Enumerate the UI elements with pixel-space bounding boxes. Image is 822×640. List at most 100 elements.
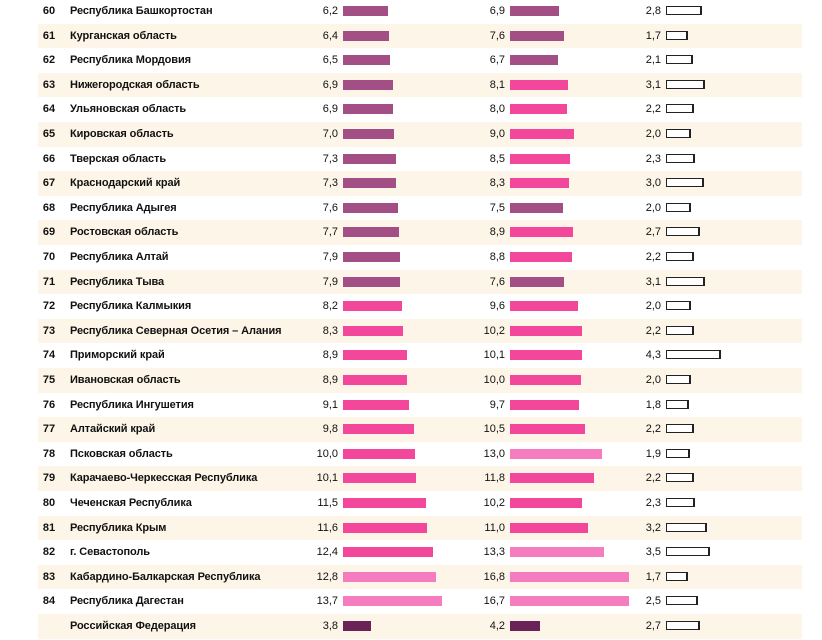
- value-3: 2,3: [645, 497, 661, 509]
- value-1: 12,4: [316, 546, 338, 559]
- table-row: 78 Псковская область 10,0 13,0 1,9: [38, 442, 802, 467]
- bar-2: [510, 30, 564, 41]
- bar-1: [343, 252, 401, 262]
- value-3: 3,1: [645, 78, 661, 91]
- bar-2: [510, 522, 589, 533]
- bar-2: [510, 227, 574, 238]
- bar-3: [666, 79, 706, 89]
- region-name: Кабардино-Балкарская Республика: [70, 570, 261, 583]
- value-2: 4,2: [489, 620, 505, 632]
- region-name: Республика Калмыкия: [70, 300, 192, 313]
- region-name: Республика Адыгея: [70, 201, 177, 214]
- value-3: 2,7: [645, 620, 661, 632]
- value-1: 6,4: [322, 29, 338, 42]
- table-row: 66 Тверская область 7,3 8,5 2,3: [38, 147, 802, 172]
- bar-3: [666, 522, 707, 532]
- value-3: 2,2: [645, 472, 661, 485]
- region-name: Курганская область: [70, 29, 177, 42]
- value-1: 7,9: [322, 251, 338, 263]
- value-3: 2,2: [645, 324, 661, 337]
- value-2: 7,5: [489, 201, 505, 214]
- bar-2: [510, 202, 564, 213]
- region-name: Краснодарский край: [70, 177, 181, 190]
- value-2: 6,9: [489, 5, 505, 17]
- bar-3: [666, 547, 711, 557]
- bar-1: [343, 571, 436, 582]
- region-name: Псковская область: [70, 447, 173, 460]
- bar-2: [510, 153, 571, 164]
- bar-2: [510, 301, 579, 312]
- value-3: 2,1: [645, 54, 661, 67]
- rank-cell: 74: [42, 349, 56, 362]
- value-3: 3,1: [645, 275, 661, 288]
- bar-1: [343, 350, 408, 361]
- value-3: 4,3: [645, 349, 661, 362]
- value-3: 2,3: [645, 152, 661, 165]
- bar-3: [666, 55, 693, 65]
- rank-cell: 60: [42, 5, 56, 17]
- bar-1: [343, 424, 414, 435]
- bar-1: [343, 375, 408, 385]
- region-name: Кировская область: [70, 128, 174, 140]
- value-3: 2,2: [645, 103, 661, 116]
- value-1: 10,1: [316, 472, 338, 485]
- bar-2: [510, 399, 579, 410]
- value-2: 11,8: [484, 472, 505, 485]
- region-name: Ульяновская область: [70, 103, 187, 116]
- value-1: 6,9: [322, 78, 338, 91]
- bar-3: [666, 301, 692, 311]
- bar-1: [343, 178, 396, 189]
- bar-1: [343, 55, 391, 66]
- rank-cell: 75: [42, 374, 56, 386]
- value-1: 7,6: [322, 201, 338, 214]
- table-row: 64 Ульяновская область 6,9 8,0 2,2: [38, 97, 802, 122]
- bar-1: [343, 153, 396, 164]
- region-name: Тверская область: [70, 152, 166, 165]
- bar-3: [666, 498, 696, 507]
- value-3: 1,8: [645, 398, 661, 411]
- bar-3: [666, 178, 705, 188]
- bar-2: [510, 473, 594, 484]
- bar-2: [510, 350, 582, 361]
- bar-1: [343, 473, 417, 484]
- rank-cell: 83: [42, 570, 56, 583]
- value-2: 16,8: [483, 570, 505, 583]
- rank-cell: 77: [42, 423, 56, 436]
- bar-1: [343, 448, 416, 459]
- region-name: Республика Мордовия: [70, 54, 191, 67]
- value-1: 8,2: [322, 300, 338, 313]
- table-row: 77 Алтайский край 9,8 10,5 2,2: [38, 417, 802, 442]
- rank-cell: 76: [42, 398, 56, 411]
- bar-2: [510, 448, 603, 459]
- value-3: 2,2: [645, 251, 661, 263]
- region-name: Республика Дагестан: [70, 595, 184, 608]
- bar-3: [666, 473, 694, 483]
- value-2: 9,0: [489, 128, 505, 140]
- value-1: 8,9: [322, 349, 338, 362]
- table-row: 61 Курганская область 6,4 7,6 1,7: [38, 23, 802, 49]
- value-3: 2,0: [645, 128, 661, 140]
- rank-cell: 70: [42, 251, 56, 263]
- value-1: 7,3: [322, 177, 338, 190]
- value-3: 2,0: [645, 300, 661, 313]
- table-row: 60 Республика Башкортостан 6,2 6,9 2,8: [38, 0, 802, 24]
- rank-cell: 69: [42, 226, 56, 239]
- table-row: 74 Приморский край 8,9 10,1 4,3: [38, 343, 802, 368]
- value-1: 9,1: [322, 398, 338, 411]
- region-name: Чеченская Республика: [70, 497, 192, 509]
- bar-3: [666, 6, 702, 15]
- rank-cell: 66: [42, 152, 56, 165]
- rank-cell: 63: [42, 78, 56, 91]
- bar-3: [666, 276, 706, 286]
- rank-cell: 61: [42, 29, 56, 42]
- value-2: 7,6: [489, 29, 505, 42]
- table-row: 71 Республика Тыва 7,9 7,6 3,1: [38, 269, 802, 295]
- value-1: 8,9: [322, 374, 338, 386]
- table-row: 79 Карачаево-Черкесская Республика 10,1 11,…: [38, 466, 802, 491]
- value-3: 3,5: [645, 546, 661, 559]
- value-2: 10,1: [483, 349, 505, 362]
- bar-3: [666, 129, 692, 138]
- value-1: 8,3: [322, 324, 338, 337]
- rank-cell: 67: [42, 177, 56, 190]
- value-3: 1,9: [645, 447, 661, 460]
